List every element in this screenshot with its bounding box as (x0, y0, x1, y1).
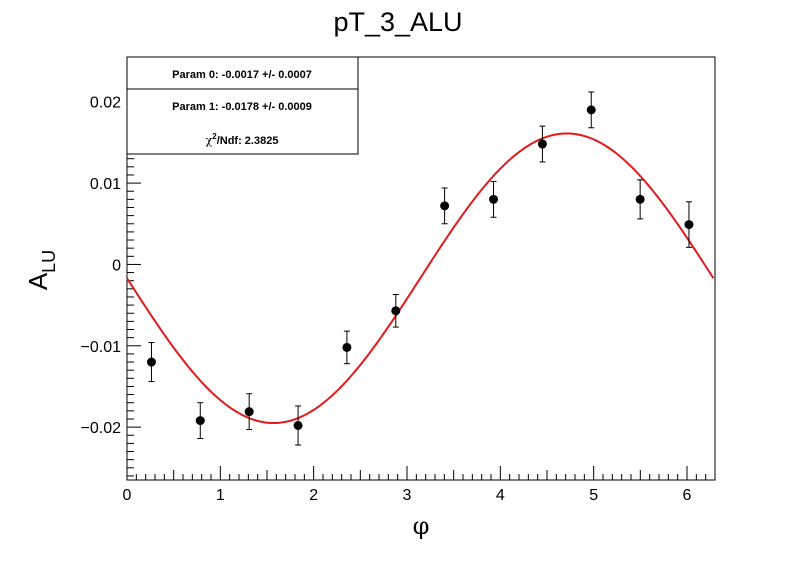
data-point (391, 294, 401, 328)
data-marker (537, 139, 547, 149)
x-tick-label: 1 (216, 487, 225, 504)
y-axis-title: ALU (23, 250, 59, 290)
data-marker (391, 306, 401, 316)
data-point (440, 187, 450, 225)
y-axis-title-main: A (23, 272, 53, 290)
x-tick-label: 6 (683, 487, 692, 504)
data-marker (293, 420, 303, 430)
y-tick-label: 0 (112, 257, 121, 274)
y-axis-title-sub: LU (39, 250, 59, 273)
data-marker (684, 220, 694, 230)
stats-chi2: χ2/Ndf: 2.3825 (206, 132, 279, 147)
data-point (586, 91, 596, 129)
data-point (489, 180, 499, 218)
data-marker (146, 357, 156, 367)
x-tick-label: 5 (589, 487, 598, 504)
fit-curve (126, 132, 715, 425)
stats-box-frame (126, 56, 359, 155)
data-point (244, 393, 254, 431)
x-tick-label: 2 (309, 487, 318, 504)
x-tick-label: 0 (123, 487, 132, 504)
data-point (537, 125, 547, 163)
data-points-layer (146, 91, 694, 446)
x-axis-title: φ (413, 512, 430, 540)
data-marker (586, 105, 596, 115)
data-point (635, 179, 645, 220)
data-marker (342, 342, 352, 352)
y-tick-label: −0.01 (81, 339, 122, 356)
y-axis: −0.02 −0.01 0 0.01 0.02 (81, 60, 141, 477)
y-tick-label: 0.02 (90, 95, 121, 112)
data-point (342, 330, 352, 365)
stats-box: Param 0: -0.0017 +/- 0.0007 Param 1: -0.… (126, 56, 359, 155)
stats-chi2-value: /Ndf: 2.3825 (217, 135, 279, 147)
stats-chi2-superscript: 2 (212, 132, 217, 141)
stats-param1: Param 1: -0.0178 +/- 0.0009 (172, 101, 312, 113)
chart-title: pT_3_ALU (333, 7, 462, 37)
stats-param0: Param 0: -0.0017 +/- 0.0007 (172, 69, 312, 81)
data-point (293, 405, 303, 446)
data-marker (440, 201, 450, 211)
data-marker (635, 194, 645, 204)
y-tick-label: −0.02 (81, 420, 122, 437)
y-tick-label: 0.01 (90, 176, 121, 193)
x-axis: 0 1 2 3 4 5 6 (123, 466, 716, 504)
data-marker (195, 416, 205, 426)
fit-curve-layer (126, 132, 715, 425)
x-tick-label: 4 (496, 487, 505, 504)
data-point (146, 342, 156, 383)
stats-chi2-symbol: χ (206, 134, 213, 147)
data-marker (244, 407, 254, 417)
data-point (684, 201, 694, 248)
data-point (195, 402, 205, 440)
data-marker (489, 194, 499, 204)
x-tick-label: 3 (403, 487, 412, 504)
plot-frame (126, 56, 716, 481)
